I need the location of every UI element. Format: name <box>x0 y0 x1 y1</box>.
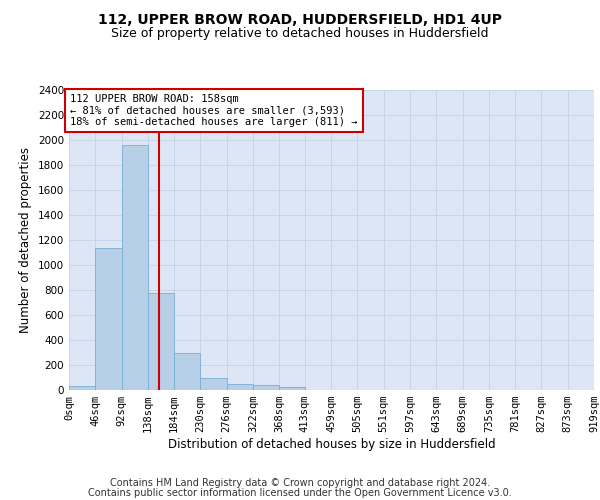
Text: 112, UPPER BROW ROAD, HUDDERSFIELD, HD1 4UP: 112, UPPER BROW ROAD, HUDDERSFIELD, HD1 … <box>98 12 502 26</box>
Text: 112 UPPER BROW ROAD: 158sqm
← 81% of detached houses are smaller (3,593)
18% of : 112 UPPER BROW ROAD: 158sqm ← 81% of det… <box>70 94 358 127</box>
Bar <box>122 145 148 390</box>
X-axis label: Distribution of detached houses by size in Huddersfield: Distribution of detached houses by size … <box>167 438 496 451</box>
Bar <box>174 352 200 390</box>
Y-axis label: Number of detached properties: Number of detached properties <box>19 147 32 333</box>
Bar <box>148 292 174 390</box>
Text: Size of property relative to detached houses in Huddersfield: Size of property relative to detached ho… <box>111 28 489 40</box>
Bar <box>253 385 279 390</box>
Text: Contains public sector information licensed under the Open Government Licence v3: Contains public sector information licen… <box>88 488 512 498</box>
Bar <box>227 384 253 390</box>
Bar <box>95 248 122 390</box>
Bar <box>69 386 95 390</box>
Text: Contains HM Land Registry data © Crown copyright and database right 2024.: Contains HM Land Registry data © Crown c… <box>110 478 490 488</box>
Bar <box>279 387 305 390</box>
Bar <box>200 378 227 390</box>
